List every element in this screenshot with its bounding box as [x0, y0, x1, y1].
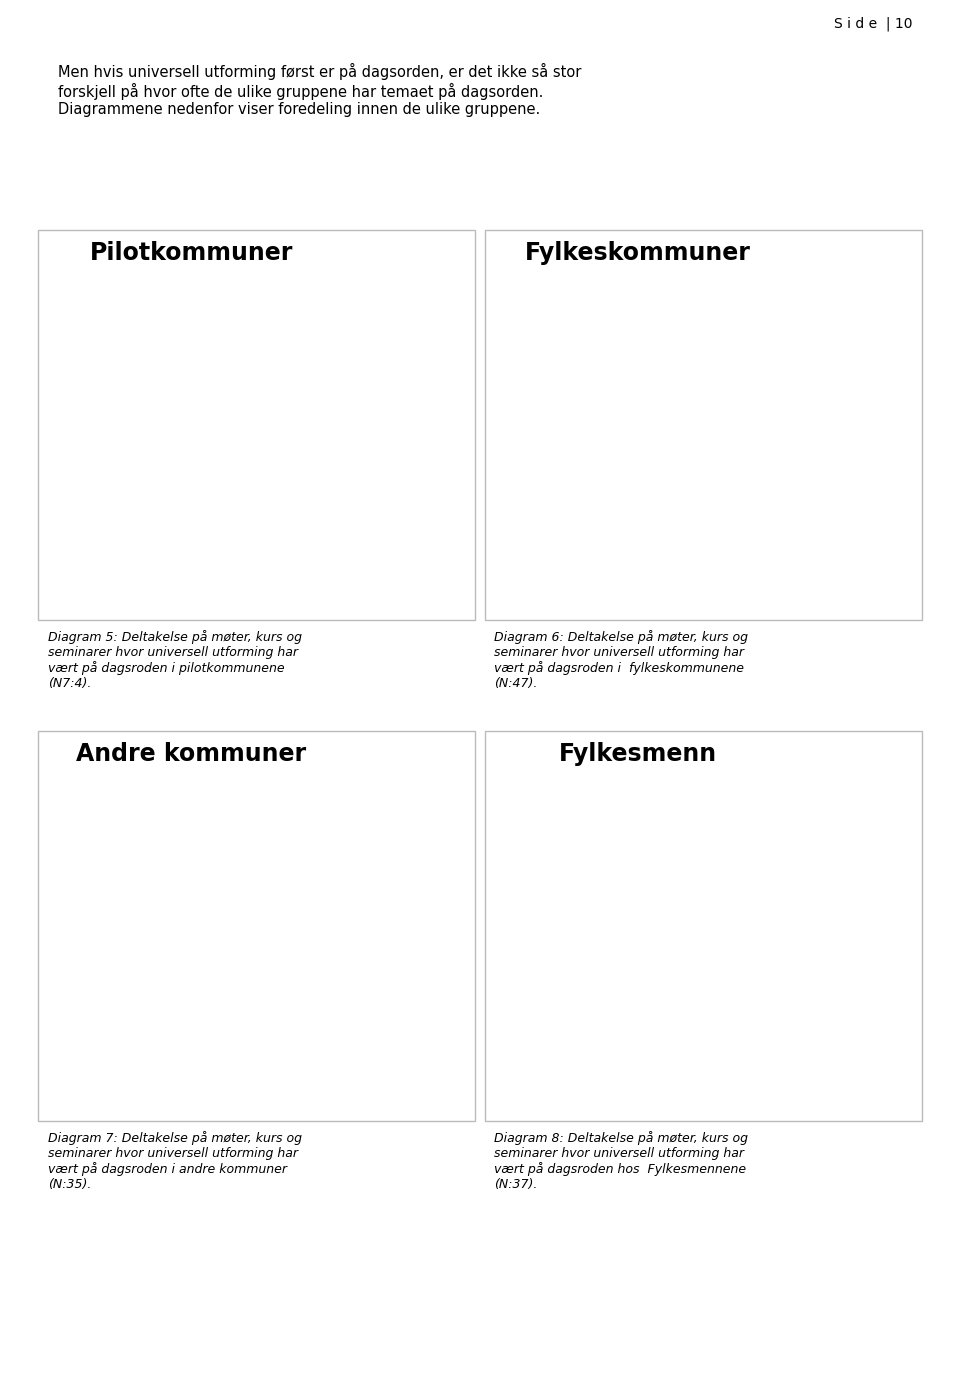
Text: 3 %: 3 %	[150, 885, 176, 898]
Text: 51 %: 51 %	[631, 983, 665, 997]
Text: Sjeldnere enn
månedlig: Sjeldnere enn månedlig	[303, 924, 396, 953]
Bar	[721, 304, 740, 327]
Text: S i d e  | 10: S i d e | 10	[833, 17, 912, 31]
Text: 41 %: 41 %	[637, 472, 672, 486]
Wedge shape	[156, 859, 174, 950]
Wedge shape	[66, 366, 156, 539]
Bar	[721, 425, 740, 449]
Text: Diagram 5: Deltakelse på møter, kurs og
seminarer hvor universell utforming har
: Diagram 5: Deltakelse på møter, kurs og …	[48, 630, 302, 690]
Bar	[275, 866, 294, 890]
Bar	[721, 1049, 740, 1073]
Bar	[721, 486, 740, 510]
Text: 2 %: 2 %	[587, 383, 612, 397]
Wedge shape	[156, 358, 223, 449]
Bar	[721, 365, 740, 389]
Wedge shape	[75, 950, 241, 1042]
Text: Sjeldnere enn
månedlig: Sjeldnere enn månedlig	[750, 422, 842, 451]
Bar	[275, 926, 294, 950]
Bar	[275, 365, 294, 389]
Wedge shape	[156, 861, 248, 985]
Text: Aldri: Aldri	[750, 993, 780, 1006]
Text: 13 %: 13 %	[163, 387, 198, 401]
Text: Diagram 7: Deltakelse på møter, kurs og
seminarer hvor universell utforming har
: Diagram 7: Deltakelse på møter, kurs og …	[48, 1131, 302, 1191]
Text: Fylkesmenn: Fylkesmenn	[559, 742, 717, 766]
Text: Månedlig: Månedlig	[303, 369, 364, 383]
Wedge shape	[541, 880, 694, 1042]
Text: 28 %: 28 %	[192, 915, 227, 929]
Text: Pilotkommuner: Pilotkommuner	[89, 241, 293, 265]
Text: Ukentlig eller
oftere: Ukentlig eller oftere	[303, 804, 392, 832]
Text: Vet ikke: Vet ikke	[303, 1053, 356, 1067]
Bar	[721, 866, 740, 890]
Bar	[275, 425, 294, 449]
Text: Fylkeskommuner: Fylkeskommuner	[525, 241, 751, 265]
Wedge shape	[145, 387, 248, 540]
Text: Vet ikke: Vet ikke	[303, 552, 356, 566]
Text: Aldri: Aldri	[303, 993, 334, 1006]
Wedge shape	[581, 387, 694, 540]
Bar	[275, 486, 294, 510]
Text: 26 %: 26 %	[84, 922, 119, 936]
Bar	[275, 805, 294, 829]
Text: Månedlig: Månedlig	[750, 369, 810, 383]
Text: 6 %: 6 %	[132, 885, 158, 898]
Text: Månedlig: Månedlig	[303, 871, 364, 885]
Text: 11 %: 11 %	[606, 887, 641, 901]
Wedge shape	[575, 859, 603, 950]
Wedge shape	[118, 358, 156, 449]
Bar	[275, 547, 294, 571]
Wedge shape	[513, 864, 603, 1017]
Text: Månedlig: Månedlig	[750, 871, 810, 885]
Text: Ukentlig eller
oftere: Ukentlig eller oftere	[303, 302, 392, 330]
Bar	[721, 926, 740, 950]
Bar	[721, 805, 740, 829]
Wedge shape	[513, 369, 603, 538]
Text: Vet ikke: Vet ikke	[750, 552, 803, 566]
Wedge shape	[591, 358, 603, 449]
Text: 38 %: 38 %	[526, 450, 562, 464]
Text: 37 %: 37 %	[141, 1004, 176, 1018]
Wedge shape	[575, 864, 603, 950]
Text: 33 %: 33 %	[527, 931, 563, 944]
Bar	[275, 1049, 294, 1073]
Text: Aldri: Aldri	[750, 492, 780, 504]
Text: Sjeldnere enn
månedlig: Sjeldnere enn månedlig	[303, 422, 396, 451]
Text: Andre kommuner: Andre kommuner	[76, 742, 306, 766]
Bar	[721, 547, 740, 571]
Text: 39 %: 39 %	[193, 469, 228, 483]
Text: 13 %: 13 %	[610, 387, 644, 401]
Text: Ukentlig eller
oftere: Ukentlig eller oftere	[750, 804, 838, 832]
Text: 41 %: 41 %	[80, 451, 115, 465]
Text: Aldri/Vet ikke: Aldri/Vet ikke	[303, 492, 391, 504]
Bar	[275, 304, 294, 327]
Text: Men hvis universell utforming først er på dagsorden, er det ikke så stor
forskje: Men hvis universell utforming først er p…	[58, 63, 581, 117]
Wedge shape	[123, 859, 156, 950]
Wedge shape	[603, 358, 669, 449]
Text: Ukentlig eller
oftere: Ukentlig eller oftere	[750, 302, 838, 330]
Wedge shape	[66, 866, 156, 989]
Bar	[721, 988, 740, 1011]
Text: Vet ikke: Vet ikke	[750, 1053, 803, 1067]
Text: Sjeldnere enn
månedlig: Sjeldnere enn månedlig	[750, 924, 842, 953]
Text: 5 %: 5 %	[581, 885, 607, 898]
Text: 7 %: 7 %	[131, 383, 156, 398]
Wedge shape	[560, 359, 603, 449]
Text: Diagram 8: Deltakelse på møter, kurs og
seminarer hvor universell utforming har
: Diagram 8: Deltakelse på møter, kurs og …	[494, 1131, 749, 1191]
Bar	[275, 988, 294, 1011]
Text: Diagram 6: Deltakelse på møter, kurs og
seminarer hvor universell utforming har
: Diagram 6: Deltakelse på møter, kurs og …	[494, 630, 749, 690]
Wedge shape	[603, 859, 661, 950]
Text: 6 %: 6 %	[571, 386, 598, 400]
